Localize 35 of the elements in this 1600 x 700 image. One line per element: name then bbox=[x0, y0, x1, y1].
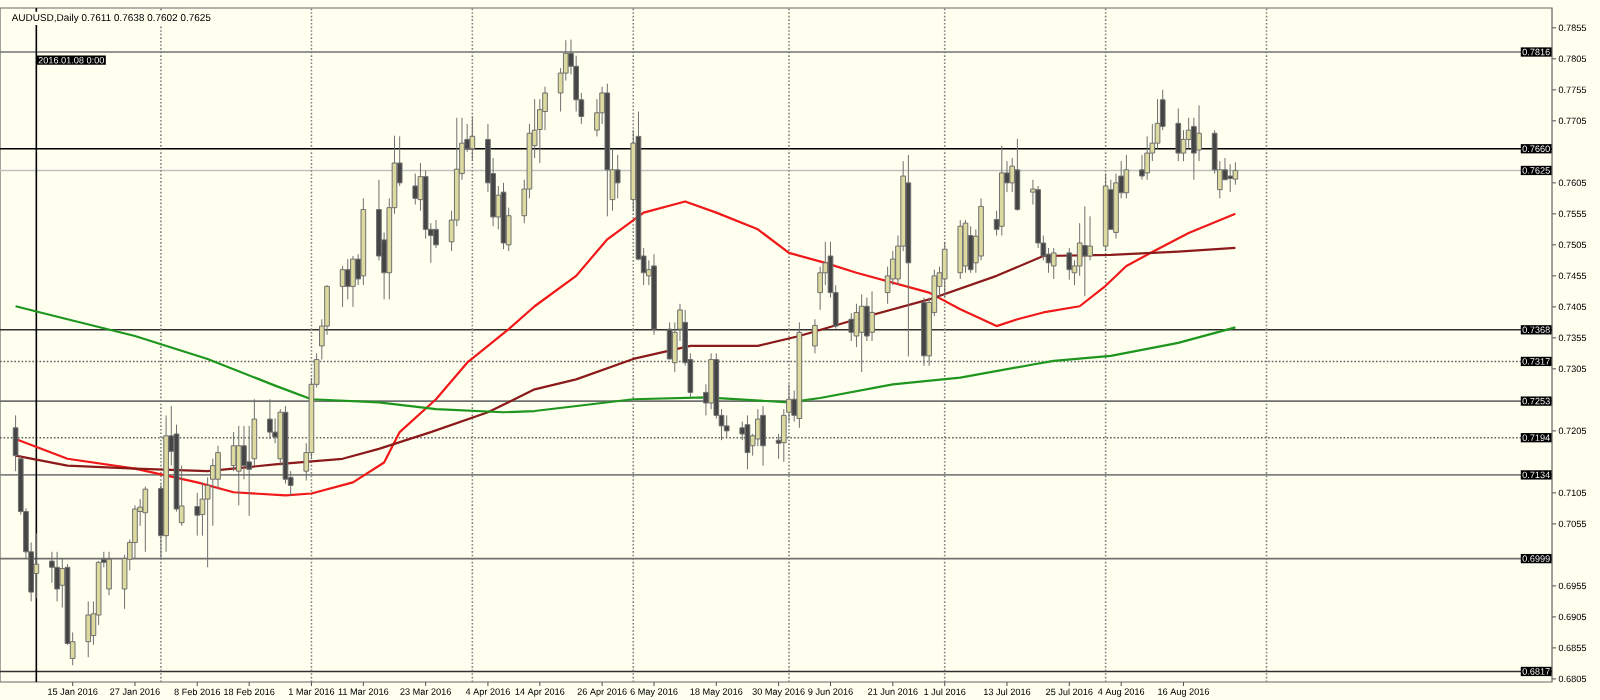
candlestick bbox=[536, 98, 543, 164]
candlestick bbox=[85, 600, 92, 658]
candlestick bbox=[760, 405, 766, 467]
candlestick bbox=[194, 492, 201, 537]
candlestick bbox=[1014, 138, 1021, 211]
candlestick bbox=[708, 352, 714, 410]
candlestick bbox=[744, 414, 751, 470]
candlestick bbox=[542, 86, 548, 131]
candlestick bbox=[651, 253, 657, 336]
candlestick bbox=[246, 425, 252, 517]
candlestick bbox=[412, 173, 419, 206]
candlestick bbox=[978, 197, 984, 261]
candlestick bbox=[163, 414, 169, 553]
candlestick bbox=[142, 486, 149, 553]
candlestick bbox=[967, 225, 974, 274]
line-series bbox=[14, 305, 1237, 414]
candlestick bbox=[812, 318, 818, 354]
candlestick bbox=[1139, 154, 1145, 181]
candlestick bbox=[594, 98, 600, 137]
candlestick bbox=[822, 241, 829, 286]
candlestick bbox=[817, 266, 823, 311]
candlestick bbox=[422, 169, 429, 240]
candlestick bbox=[1035, 185, 1041, 249]
candlestick bbox=[614, 154, 621, 199]
candlestick bbox=[1113, 173, 1119, 240]
candlestick bbox=[350, 255, 356, 308]
candlestick bbox=[241, 425, 247, 480]
candlestick bbox=[921, 297, 927, 367]
candlestick bbox=[869, 290, 875, 342]
candlestick bbox=[1082, 205, 1088, 297]
candlestick bbox=[1144, 135, 1150, 181]
candlestick bbox=[469, 117, 476, 162]
candlestick bbox=[905, 154, 912, 357]
candlestick bbox=[1185, 117, 1192, 150]
candlestick bbox=[215, 445, 221, 490]
